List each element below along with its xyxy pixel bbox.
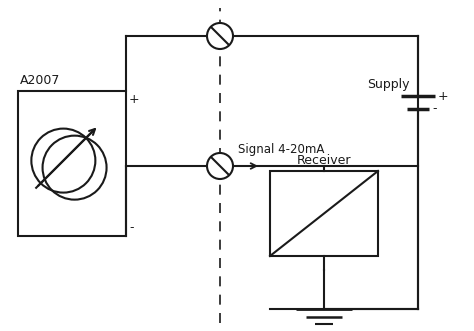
Circle shape [207, 153, 233, 179]
Bar [18, 91, 126, 236]
Text: -: - [432, 103, 437, 116]
Circle shape [43, 136, 107, 200]
Text: -: - [129, 221, 134, 234]
Text: Receiver: Receiver [297, 154, 351, 167]
Text: A2007: A2007 [20, 74, 60, 87]
Text: Signal 4-20mA: Signal 4-20mA [238, 143, 324, 156]
Circle shape [207, 23, 233, 49]
Text: +: + [438, 89, 448, 103]
Text: Supply: Supply [367, 77, 410, 90]
Bar [270, 171, 378, 256]
Text: +: + [129, 92, 140, 106]
